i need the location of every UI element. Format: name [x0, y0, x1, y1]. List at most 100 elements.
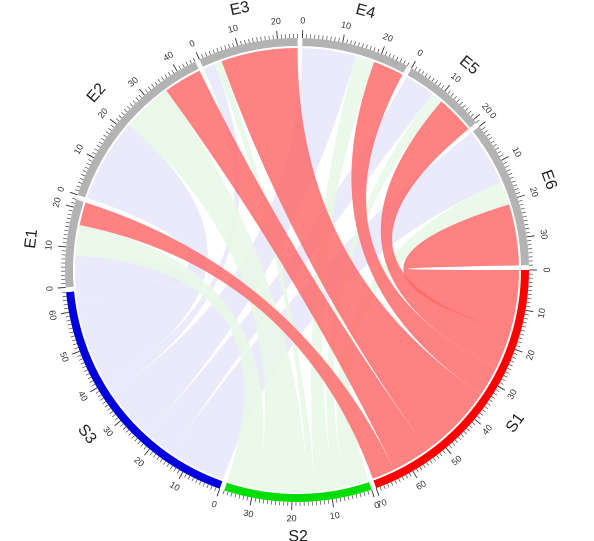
tick-mark [422, 464, 426, 469]
tick-mark [240, 40, 242, 45]
segment-label-s2: S2 [288, 528, 308, 541]
tick-mark [193, 57, 196, 62]
tick-mark [501, 378, 506, 382]
tick-mark [524, 313, 529, 316]
tick-label: 10 [43, 240, 54, 251]
tick-mark [405, 474, 408, 479]
tick-mark [406, 62, 410, 67]
tick-mark [447, 90, 451, 94]
tick-mark [384, 51, 388, 56]
tick-mark [365, 44, 368, 49]
tick-label: 30 [101, 424, 115, 438]
tick-mark [466, 428, 470, 432]
tick-mark [107, 407, 111, 411]
tick-mark [94, 148, 99, 152]
tick-mark [426, 462, 430, 466]
tick-mark [234, 493, 237, 498]
tick-mark [486, 133, 490, 137]
tick-mark [276, 30, 278, 39]
tick-mark [235, 37, 238, 46]
tick-mark [260, 36, 262, 41]
tick-mark [123, 109, 128, 113]
tick-mark [210, 485, 213, 490]
tick-label: 20 [96, 106, 110, 120]
tick-mark [412, 470, 418, 479]
tick-mark [339, 497, 342, 502]
tick-mark [129, 103, 133, 107]
tick-mark [481, 127, 486, 130]
tick-mark [184, 473, 187, 478]
tick-mark [438, 82, 442, 87]
tick-mark [454, 439, 459, 443]
tick-mark [90, 387, 98, 393]
tick-mark [148, 86, 152, 91]
tick-mark [70, 335, 75, 338]
tick-mark [445, 447, 452, 455]
tick-mark [462, 104, 466, 108]
segment-label-e4: E4 [354, 1, 377, 22]
tick-mark [483, 130, 488, 134]
tick-mark [135, 97, 139, 101]
tick-mark [115, 118, 120, 122]
tick-mark [460, 433, 465, 438]
tick-mark [474, 418, 482, 425]
tick-mark [65, 221, 70, 224]
tick-mark [65, 225, 70, 228]
tick-mark [526, 302, 531, 304]
tick-mark [526, 306, 531, 308]
tick-mark [334, 37, 336, 42]
tick-mark [508, 364, 513, 367]
tick-mark [67, 213, 72, 216]
tick-mark [517, 341, 522, 344]
tick-mark [100, 138, 105, 141]
segment-arc-e6 [472, 126, 529, 266]
tick-mark [497, 385, 506, 391]
tick-mark [514, 348, 523, 353]
tick-mark [463, 431, 467, 435]
tick-mark [429, 459, 433, 464]
tick-mark [170, 465, 173, 470]
tick-mark [187, 475, 191, 480]
tick-mark [359, 493, 362, 498]
tick-mark [164, 74, 168, 78]
tick-mark [473, 114, 481, 120]
tick-mark [63, 238, 68, 240]
segment-label-e1: E1 [22, 228, 41, 250]
tick-mark [126, 106, 131, 110]
tick-mark [166, 463, 170, 468]
tick-mark [457, 436, 462, 441]
tick-label: 50 [58, 351, 71, 364]
tick-label: 10 [227, 23, 239, 35]
tick-mark [518, 337, 523, 340]
tick-mark [178, 65, 182, 70]
tick-mark [58, 245, 67, 248]
tick-mark [499, 382, 504, 385]
tick-mark [78, 358, 83, 361]
tick-mark [523, 317, 528, 320]
tick-mark [522, 321, 528, 324]
tick-mark [134, 438, 138, 442]
tick-label: 10 [168, 479, 182, 493]
ticks-layer: 0102030405060700102030010203040506001020… [43, 15, 551, 523]
tick-mark [471, 422, 476, 426]
tick-label: 70 [375, 497, 388, 510]
tick-mark [167, 72, 171, 76]
tick-mark [108, 127, 112, 131]
tick-mark [68, 327, 73, 330]
tick-mark [470, 113, 475, 117]
tick-mark [465, 107, 469, 111]
tick-mark [442, 450, 446, 454]
tick-mark [224, 45, 227, 50]
tick-mark [346, 39, 348, 44]
tick-mark [409, 472, 412, 477]
tick-mark [242, 495, 245, 500]
tick-mark [525, 227, 530, 230]
segment-arc-e3 [199, 38, 298, 67]
tick-mark [144, 448, 150, 456]
tick-mark [114, 417, 119, 421]
tick-mark [519, 203, 524, 206]
tick-mark [157, 79, 161, 83]
tick-mark [216, 488, 221, 497]
tick-mark [66, 319, 71, 322]
tick-mark [109, 118, 117, 125]
